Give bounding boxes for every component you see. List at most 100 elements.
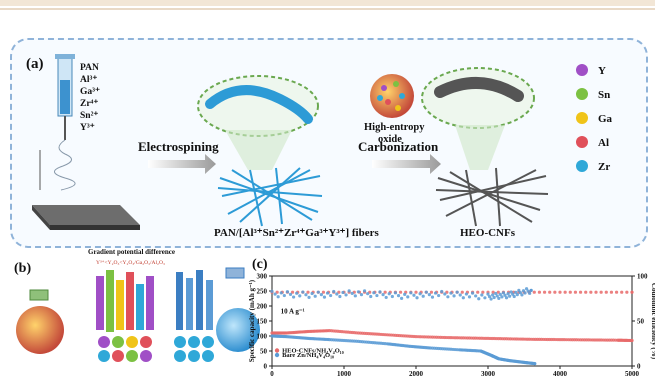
reagent-5: Y³⁺ <box>80 123 95 133</box>
ion-spheres <box>98 336 214 362</box>
data-point <box>445 290 449 294</box>
data-point <box>630 290 634 294</box>
data-point <box>400 296 404 300</box>
data-point <box>584 290 588 294</box>
gradient-pillars <box>96 270 213 332</box>
data-point <box>494 291 498 296</box>
data-point <box>332 289 336 294</box>
legend-label: Bare Zn/NH₄V₄O₁₀ <box>282 352 334 359</box>
data-point <box>430 295 435 299</box>
data-point <box>359 292 364 297</box>
data-point <box>321 290 326 294</box>
syringe-icon <box>55 54 75 140</box>
data-point <box>553 290 557 294</box>
data-point <box>523 291 527 295</box>
data-point <box>347 289 351 293</box>
data-point <box>509 290 513 294</box>
x-tick-label: 3000 <box>481 370 496 378</box>
data-point <box>498 292 502 296</box>
zn-sphere-right <box>216 308 260 352</box>
zn-chip-icon <box>225 267 245 279</box>
data-point <box>329 293 333 298</box>
data-point <box>599 290 603 294</box>
data-point <box>470 291 475 295</box>
data-point <box>461 296 465 300</box>
data-point <box>275 290 279 294</box>
data-point <box>548 290 552 294</box>
y-tick-label: 200 <box>257 303 268 311</box>
panel-c-label: (c) <box>252 257 268 272</box>
high-entropy-oxide-ball <box>370 74 414 118</box>
x-tick-label: 0 <box>270 370 274 378</box>
oxide-label-2: oxide <box>378 134 402 145</box>
data-point <box>614 290 619 294</box>
data-point <box>335 292 339 296</box>
data-point <box>369 294 373 299</box>
data-point <box>480 293 484 297</box>
data-point <box>433 291 438 295</box>
fiber-mat-gray <box>435 167 549 227</box>
data-point <box>620 290 624 294</box>
data-point <box>412 293 416 297</box>
data-point <box>446 295 450 299</box>
data-point <box>356 290 360 294</box>
x-tick-label: 1000 <box>337 370 352 378</box>
data-point <box>396 294 401 298</box>
reagent-4: Sn²⁺ <box>80 111 98 121</box>
data-point <box>504 296 509 300</box>
data-point <box>372 291 376 295</box>
y2-tick-label: 0 <box>637 363 641 371</box>
data-point <box>517 288 521 292</box>
data-point <box>387 292 391 296</box>
data-point <box>322 295 327 299</box>
data-point <box>500 295 504 299</box>
top-decoration <box>0 0 655 10</box>
data-point <box>460 290 464 294</box>
data-point <box>497 296 501 300</box>
data-point <box>518 291 523 295</box>
y-tick-label: 300 <box>257 273 268 281</box>
data-point <box>325 291 330 295</box>
data-point <box>578 290 583 294</box>
heo-chip-icon <box>29 289 49 301</box>
data-point <box>594 290 598 294</box>
y-tick-label: 100 <box>257 333 268 341</box>
legend-al: Al <box>598 137 609 149</box>
data-point <box>573 290 578 294</box>
data-point <box>383 290 387 294</box>
chart-group: 0 1000 2000 3000 4000 50000501001502002503000… <box>248 273 655 379</box>
data-point <box>609 290 614 294</box>
data-point <box>319 293 323 297</box>
data-point <box>501 291 506 295</box>
data-point <box>270 289 274 293</box>
data-point <box>529 288 533 292</box>
data-point <box>512 294 516 299</box>
data-point <box>477 297 481 301</box>
data-point <box>307 295 311 299</box>
data-point <box>393 291 398 295</box>
data-point <box>464 292 468 296</box>
data-point <box>427 293 431 297</box>
data-point <box>515 292 519 297</box>
legend-marker <box>274 348 280 353</box>
data-point <box>524 287 529 291</box>
data-point <box>491 290 495 294</box>
data-point <box>362 289 367 293</box>
product-label: HEO-CNFs <box>460 227 516 239</box>
data-point <box>350 291 354 295</box>
data-point <box>288 292 293 296</box>
data-point <box>301 290 305 294</box>
reagent-3: Zr⁴⁺ <box>80 99 98 109</box>
data-point <box>455 290 459 294</box>
data-point <box>414 290 418 294</box>
rate-annotation: 10 A g⁻¹ <box>281 308 305 316</box>
data-point <box>508 294 512 298</box>
data-point <box>526 289 530 293</box>
data-point <box>467 295 472 299</box>
data-point <box>533 362 537 366</box>
data-point <box>625 290 629 294</box>
data-point <box>558 290 562 294</box>
data-point <box>292 295 296 299</box>
data-point <box>375 293 379 298</box>
